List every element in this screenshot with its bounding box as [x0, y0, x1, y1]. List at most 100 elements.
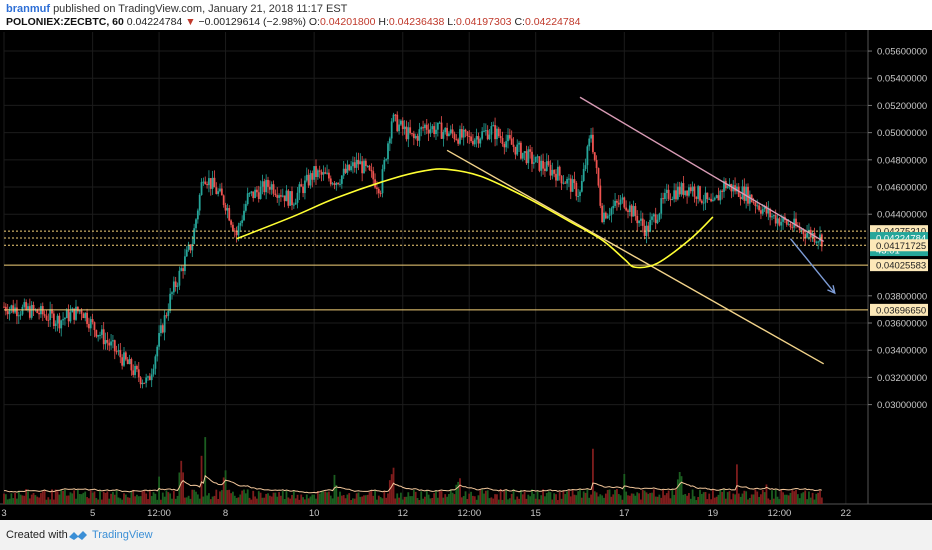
- candle-body: [64, 318, 66, 320]
- chart-area[interactable]: 0.05600000 0.05400000 0.05200000 0.05000000…: [0, 30, 932, 520]
- candle-body: [584, 165, 587, 169]
- candle-body: [494, 125, 496, 140]
- volume-bar: [329, 495, 332, 504]
- volume-bar: [285, 490, 288, 504]
- candle-body: [590, 134, 592, 139]
- tradingview-logo-icon[interactable]: [68, 528, 88, 547]
- volume-bar: [540, 495, 543, 504]
- volume-bar: [798, 498, 801, 504]
- volume-bar: [189, 498, 192, 504]
- volume-bar: [721, 491, 724, 504]
- candle-body: [782, 216, 784, 222]
- volume-bar: [274, 492, 277, 504]
- candle-body: [614, 200, 616, 206]
- volume-bar: [80, 494, 83, 504]
- volume-bar: [765, 484, 768, 504]
- volume-bar: [224, 470, 227, 504]
- volume-bar: [525, 498, 528, 504]
- author-link[interactable]: branmuf: [6, 3, 50, 15]
- candle-body: [713, 198, 716, 200]
- candle-body: [499, 136, 502, 138]
- volume-bar: [486, 490, 489, 504]
- candle-body: [45, 315, 48, 320]
- volume-bar: [16, 498, 18, 504]
- candle-body: [449, 129, 452, 134]
- volume-bar: [534, 498, 537, 504]
- volume-bar: [228, 489, 231, 504]
- candle-body: [508, 135, 511, 139]
- candle-body: [798, 226, 801, 231]
- candle-body: [708, 198, 711, 200]
- candle-body: [549, 164, 552, 176]
- volume-bar: [475, 499, 478, 504]
- candle-body: [603, 212, 605, 223]
- volume-bar: [514, 499, 517, 504]
- volume-bar: [196, 494, 199, 504]
- candle-body: [110, 341, 112, 346]
- candle-body: [178, 270, 181, 286]
- candle-body: [265, 179, 268, 193]
- tradingview-brand-link[interactable]: TradingView: [92, 529, 153, 541]
- volume-bar: [758, 496, 760, 504]
- volume-bar: [110, 493, 112, 504]
- price-chart[interactable]: 0.05600000 0.05400000 0.05200000 0.05000000…: [0, 30, 932, 520]
- x-tick-label: 12:00: [457, 508, 481, 519]
- candle-body: [52, 313, 55, 327]
- candle-body: [767, 209, 770, 214]
- candle-body: [376, 187, 378, 189]
- volume-bar: [808, 491, 810, 504]
- volume-bar: [747, 499, 749, 504]
- volume-bar: [41, 491, 44, 504]
- candle-body: [130, 359, 133, 371]
- candle-body: [233, 230, 236, 232]
- candle-body: [289, 191, 292, 206]
- volume-bar: [780, 489, 783, 504]
- candle-body: [134, 365, 136, 375]
- volume-bar: [512, 489, 515, 504]
- candle-body: [723, 180, 725, 192]
- volume-bar: [359, 496, 362, 504]
- candle-body: [649, 219, 652, 232]
- volume-bar: [89, 490, 92, 504]
- candle-body: [235, 230, 238, 236]
- candle-body: [65, 310, 68, 319]
- symbol-label[interactable]: POLONIEX:ZECBTC, 60: [6, 16, 124, 28]
- volume-bar: [627, 495, 629, 504]
- volume-bar: [654, 496, 657, 504]
- candle-body: [204, 181, 207, 185]
- candle-body: [294, 202, 297, 205]
- candle-body: [752, 202, 755, 204]
- volume-bar: [331, 498, 334, 504]
- candle-body: [355, 159, 358, 168]
- volume-bar: [732, 493, 735, 504]
- candle-body: [403, 126, 406, 130]
- volume-bar: [632, 493, 635, 504]
- candle-body: [88, 323, 90, 329]
- volume-bar: [69, 492, 72, 504]
- volume-bar: [64, 489, 66, 504]
- x-tick-label: 8: [223, 508, 228, 519]
- volume-bar: [575, 495, 578, 504]
- candle-body: [638, 220, 640, 224]
- volume-bar: [601, 495, 604, 504]
- candle-body: [616, 200, 618, 203]
- volume-bar: [268, 495, 271, 504]
- volume-bar: [10, 493, 13, 504]
- candle-body: [817, 241, 820, 243]
- volume-bar: [409, 496, 412, 504]
- candle-body: [25, 302, 28, 310]
- volume-bar: [569, 496, 572, 504]
- candle-body: [802, 229, 805, 235]
- volume-bar: [499, 489, 502, 504]
- volume-bar: [603, 497, 605, 504]
- volume-bar: [418, 500, 421, 504]
- candle-body: [577, 195, 580, 197]
- volume-bar: [673, 494, 676, 504]
- volume-bar: [182, 472, 184, 504]
- volume-bar: [778, 499, 781, 504]
- candle-body: [392, 114, 395, 122]
- volume-bar: [785, 494, 788, 504]
- volume-bar: [736, 464, 738, 504]
- candle-body: [414, 136, 417, 139]
- candle-body: [472, 141, 474, 145]
